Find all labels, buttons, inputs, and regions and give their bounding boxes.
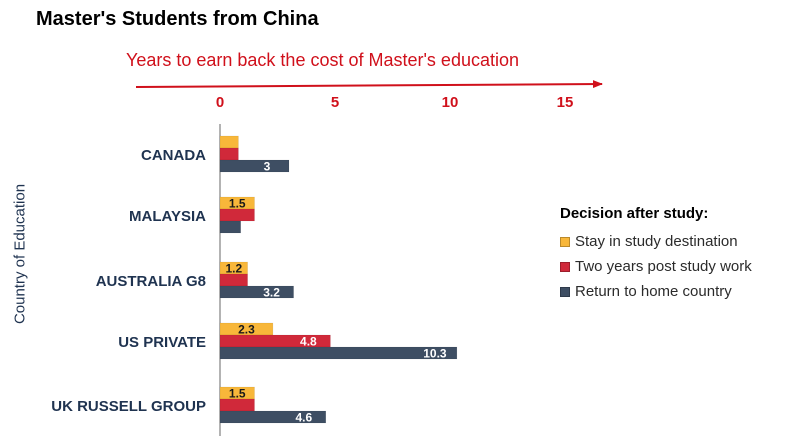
legend-title: Decision after study: [560, 205, 709, 222]
bar-return-home-0 [219, 159, 290, 173]
x-axis-arrow [135, 80, 603, 89]
category-label-canada: CANADA [141, 147, 206, 164]
x-tick-label-10: 10 [442, 94, 459, 111]
bar-post-study-work-4 [219, 398, 255, 412]
bar-return-home-3 [219, 346, 458, 360]
category-label-us-private: US PRIVATE [118, 334, 206, 351]
bar-post-study-work-0 [219, 147, 239, 161]
data-label-stay-1: 1.5 [229, 197, 246, 211]
data-label-return-home-3: 10.3 [423, 347, 447, 361]
x-axis-caption: Years to earn back the cost of Master's … [126, 50, 519, 70]
legend-swatch-return-home [560, 286, 570, 297]
legend-label-post-study-work: Two years post study work [575, 258, 752, 275]
data-label-stay-3: 2.3 [238, 323, 255, 337]
legend-item-return-home: Return to home country [560, 279, 752, 304]
data-label-return-home-4: 4.6 [295, 411, 312, 425]
category-label-australia-g8: AUSTRALIA G8 [96, 273, 206, 290]
bar-return-home-1 [219, 220, 241, 234]
bar-stay-0 [219, 135, 239, 149]
chart-title: Master's Students from China [36, 8, 319, 30]
bar-post-study-work-1 [219, 208, 255, 222]
data-label-stay-4: 1.5 [229, 387, 246, 401]
data-label-return-home-2: 3.2 [263, 286, 280, 300]
legend-item-stay: Stay in study destination [560, 229, 752, 254]
legend: Decision after study: Stay in study dest… [560, 205, 752, 304]
legend-swatch-stay [560, 236, 570, 247]
bar-post-study-work-2 [219, 273, 248, 287]
data-label-return-home-0: 3 [264, 160, 271, 174]
legend-item-post-study-work: Two years post study work [560, 254, 752, 279]
x-tick-label-0: 0 [216, 94, 224, 111]
bar-return-home-4 [219, 410, 327, 424]
data-label-post-study-work-3: 4.8 [300, 335, 317, 349]
x-tick-label-5: 5 [331, 94, 339, 111]
legend-label-stay: Stay in study destination [575, 233, 738, 250]
data-label-stay-2: 1.2 [225, 262, 242, 276]
legend-label-return-home: Return to home country [575, 283, 732, 300]
x-tick-label-15: 15 [557, 94, 574, 111]
category-label-malaysia: MALAYSIA [129, 208, 206, 225]
category-label-uk-russell-group: UK RUSSELL GROUP [51, 398, 206, 415]
bar-return-home-2 [219, 285, 294, 299]
legend-swatch-post-study-work [560, 261, 570, 272]
